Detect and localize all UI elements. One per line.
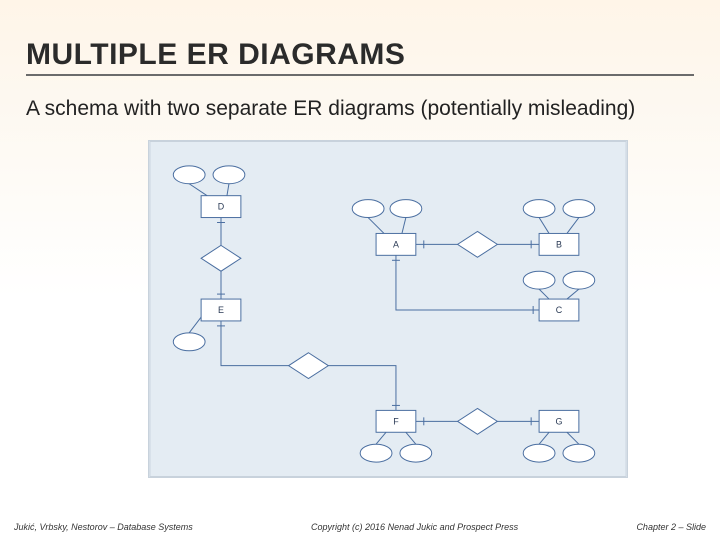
er-diagram: D A B E C F G	[148, 140, 628, 478]
svg-text:G: G	[556, 416, 563, 426]
footer-center: Copyright (c) 2016 Nenad Jukic and Prosp…	[311, 522, 518, 532]
svg-text:A: A	[393, 239, 399, 249]
footer-right: Chapter 2 – Slide	[636, 522, 706, 532]
svg-text:B: B	[556, 239, 562, 249]
svg-text:C: C	[556, 305, 563, 315]
svg-text:E: E	[218, 305, 224, 315]
footer-left: Jukić, Vrbsky, Nestorov – Database Syste…	[14, 522, 193, 532]
slide-subtitle: A schema with two separate ER diagrams (…	[26, 96, 694, 122]
svg-text:F: F	[393, 416, 399, 426]
slide-title: MULTIPLE ER DIAGRAMS	[26, 38, 694, 74]
slide-footer: Jukić, Vrbsky, Nestorov – Database Syste…	[0, 522, 720, 532]
svg-text:D: D	[218, 202, 225, 212]
